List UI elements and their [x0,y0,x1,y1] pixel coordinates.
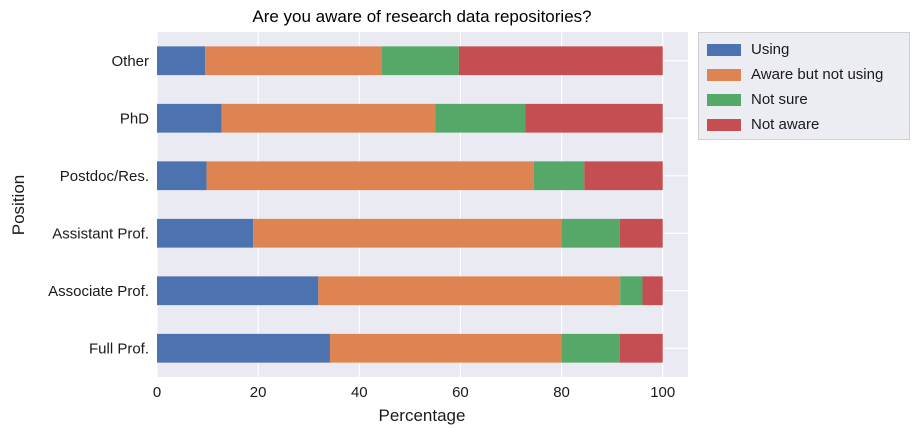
bar-segment [561,218,620,248]
bar-segment [620,276,643,306]
x-tick-label: 40 [351,384,368,401]
bar-segment [435,103,526,133]
legend-label: Not aware [751,116,820,133]
legend-label: Using [751,41,790,58]
bar-segment [253,218,562,248]
x-tick-label: 80 [553,384,570,401]
bar-segment [157,333,330,363]
bar-segment [206,161,534,191]
bar-segment [318,276,621,306]
y-axis-label: Position [9,175,28,235]
bar-segment [205,46,383,76]
x-tick-label: 20 [250,384,267,401]
legend-item: Using [707,37,909,62]
bar-segment [221,103,436,133]
legend-label: Not sure [751,91,808,108]
y-tick-label: Postdoc/Res. [60,168,149,185]
y-tick-label: Full Prof. [89,340,149,357]
bar-segment [382,46,459,76]
bar-segment [157,46,206,76]
bar-segment [157,103,222,133]
legend-swatch [707,93,741,106]
bar-segment [561,333,620,363]
bar-segment [584,161,663,191]
x-tick-label: 60 [452,384,469,401]
bar-segment [458,46,663,76]
bar-segment [525,103,663,133]
x-tick-labels: 0 20 40 60 80 100 [153,384,675,401]
legend-label: Aware but not using [751,66,884,83]
y-tick-label: Assistant Prof. [52,225,149,242]
y-tick-label: Other [111,53,149,70]
bar-segment [642,276,663,306]
x-tick-label: 100 [650,384,675,401]
legend-swatch [707,68,741,81]
bars [157,46,663,363]
x-tick-label: 0 [153,384,161,401]
y-tick-label: PhD [120,110,149,127]
bar-segment [329,333,562,363]
legend-swatch [707,118,741,131]
legend-swatch [707,43,741,56]
legend-item: Not aware [707,112,909,137]
bar-segment [533,161,585,191]
legend-item: Aware but not using [707,62,909,87]
bar-segment [157,276,319,306]
y-tick-label: Associate Prof. [48,283,149,300]
y-tick-labels: Other PhD Postdoc/Res. Assistant Prof. Assoc… [48,53,149,358]
bar-segment [157,218,254,248]
chart-title: Are you aware of research data repositor… [252,7,591,26]
legend-item: Not sure [707,87,909,112]
bar-segment [619,333,663,363]
bar-segment [157,161,207,191]
bar-segment [619,218,663,248]
x-axis-label: Percentage [379,406,466,425]
plot-background [157,32,688,377]
legend: Using Aware but not using Not sure Not awar… [698,32,910,140]
